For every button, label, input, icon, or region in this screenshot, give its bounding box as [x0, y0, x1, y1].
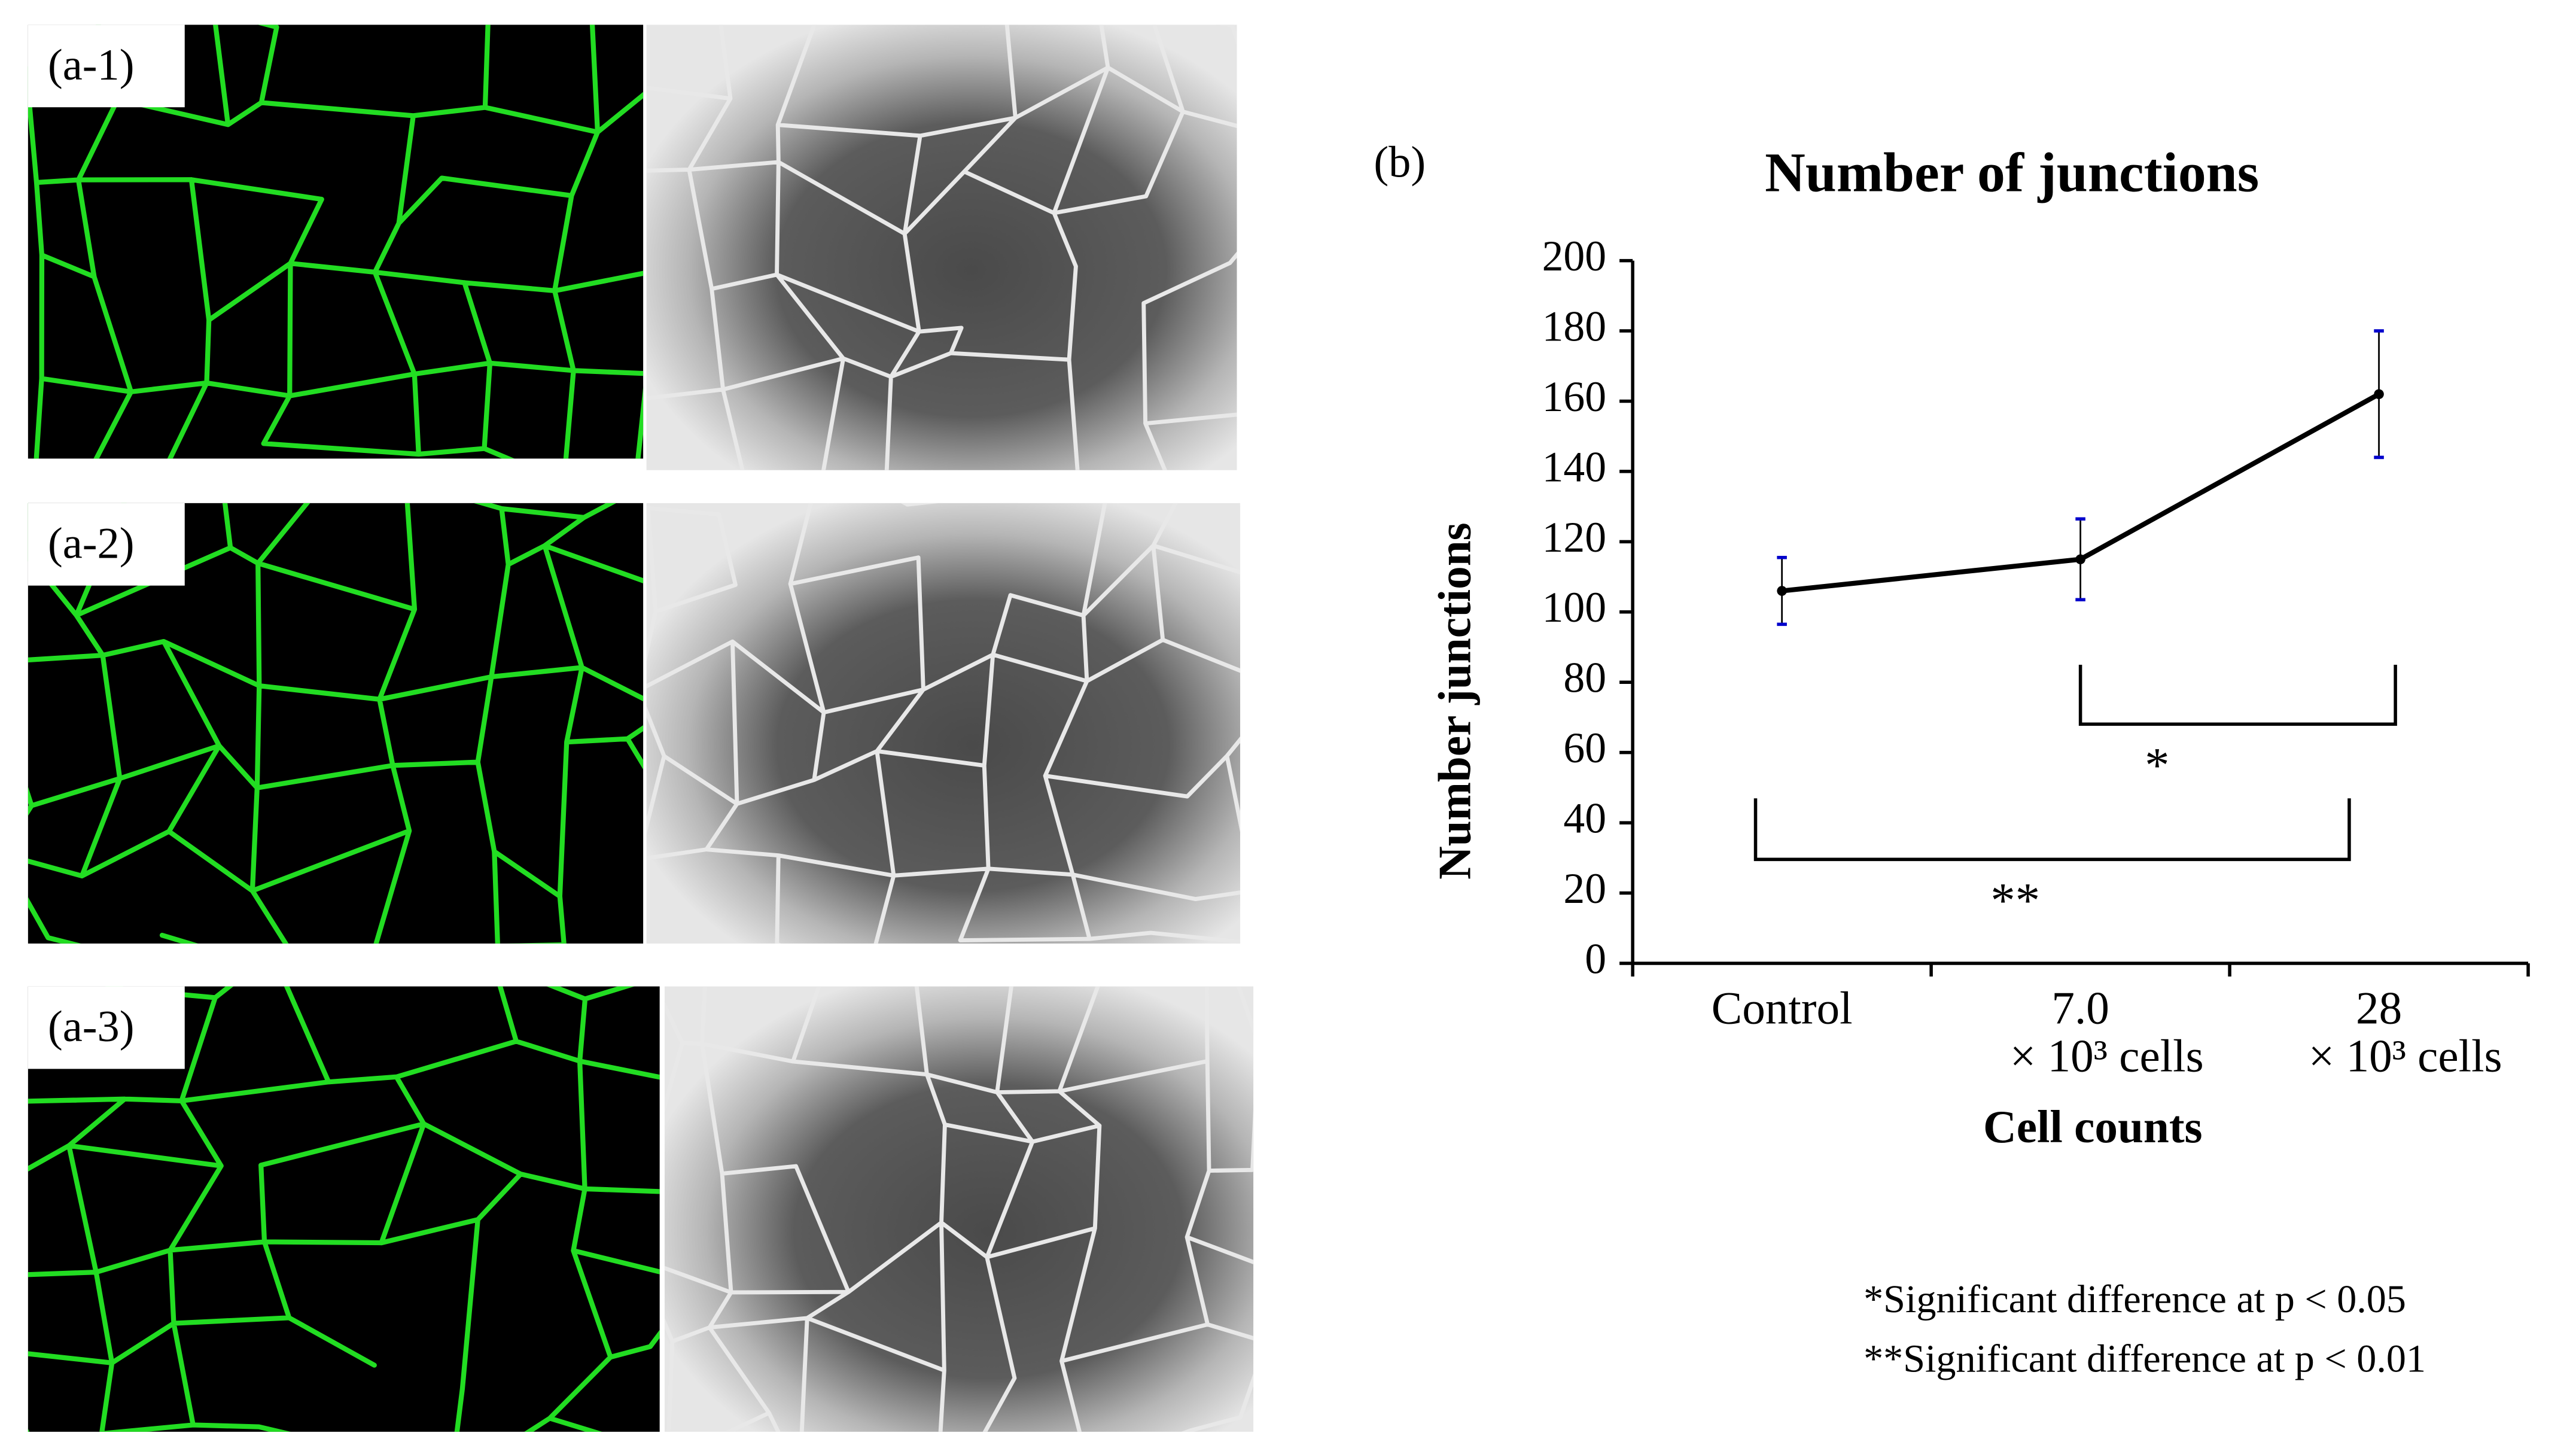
phase-image [646, 25, 1237, 470]
panel-label: (a-1) [48, 41, 135, 90]
label-box [28, 986, 185, 1069]
microscopy-panels: (a-1) (a-2) (a-3) [28, 25, 1254, 1432]
tube-network [28, 503, 644, 944]
phase-network [664, 986, 1254, 1432]
tube-network [646, 503, 1241, 944]
x-tick-label: 7.0 [2051, 982, 2109, 1033]
tube-network [646, 25, 1237, 470]
significance-bracket [1753, 798, 2351, 862]
x-axis-label: Cell counts [1983, 1101, 2203, 1152]
y-tick-label: 160 [1542, 373, 1606, 421]
y-tick-label: 80 [1563, 654, 1606, 702]
microscopy-row: (a-1) [28, 25, 1237, 470]
fluorescence-network [28, 25, 644, 459]
phase-network [646, 25, 1237, 470]
significance-label: * [2145, 737, 2169, 792]
panel-label: (a-3) [48, 1002, 135, 1051]
data-point [2374, 389, 2384, 400]
label-box [28, 25, 185, 108]
microscopy-row: (a-2) [28, 503, 1241, 944]
y-tick-label: 120 [1542, 513, 1606, 561]
data-point [1777, 586, 1787, 596]
panel-label: (a-2) [48, 519, 135, 568]
tube-network [28, 986, 660, 1432]
note: *Significant difference at p < 0.05 [1864, 1277, 2406, 1321]
data-point [2075, 554, 2085, 564]
significance-label: ** [1990, 872, 2040, 927]
fluorescence-network [28, 986, 660, 1432]
fluorescence-network [28, 503, 644, 944]
panel-label: (b) [1374, 138, 1426, 187]
label-box [28, 503, 185, 586]
y-tick-label: 100 [1542, 583, 1606, 631]
x-tick-label: Control [1712, 982, 1853, 1033]
x-tick-label: 28 [2356, 982, 2402, 1033]
significance-bracket [2078, 665, 2397, 726]
y-tick-label: 20 [1563, 865, 1606, 912]
tube-network [28, 25, 644, 459]
phase-network [646, 503, 1241, 944]
y-tick-label: 60 [1563, 724, 1606, 772]
y-tick-label: 200 [1542, 232, 1606, 280]
x-tick-unit: × 10³ cells [2309, 1030, 2502, 1081]
phase-image [664, 986, 1254, 1432]
y-tick-label: 140 [1542, 443, 1606, 491]
y-tick-label: 40 [1563, 795, 1606, 842]
y-tick-label: 0 [1585, 935, 1606, 982]
microscopy-row: (a-3) [28, 986, 1254, 1432]
x-tick-unit: × 10³ cells [2010, 1030, 2204, 1081]
chart-title: Number of junctions [1765, 141, 2259, 203]
y-axis-label: Number junctions [1429, 522, 1480, 880]
note: **Significant difference at p < 0.01 [1864, 1337, 2426, 1380]
y-tick-label: 180 [1542, 303, 1606, 351]
tube-network [664, 986, 1254, 1432]
